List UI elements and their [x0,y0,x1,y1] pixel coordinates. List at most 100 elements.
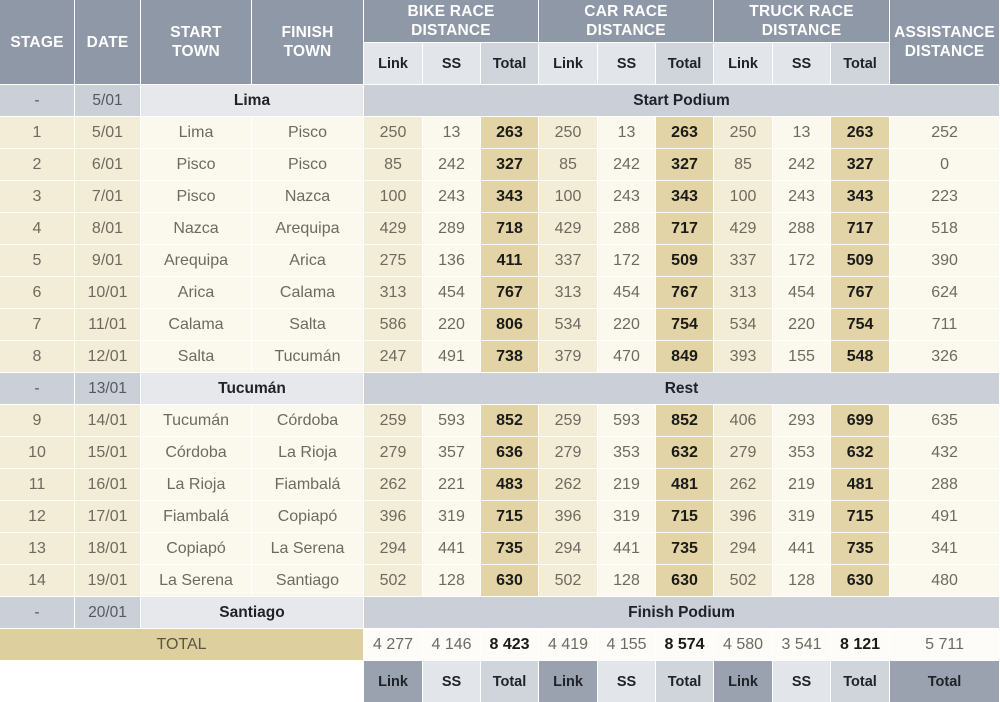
truck-ss: 288 [773,213,832,245]
footer-bike-ss: SS [423,661,481,702]
stage-finish-town: Fiambalá [252,469,364,501]
total-row: TOTAL 4 277 4 146 8 423 4 419 4 155 8 574 4 580… [0,629,1000,661]
truck-link: 262 [714,469,774,501]
table-row: 2 6/01 Pisco Pisco 85 242 327 85 242 327 85 242 327 0 [0,149,1000,181]
car-ss: 242 [598,149,657,181]
assistance-distance: 711 [890,309,1000,341]
car-link: 262 [539,469,599,501]
bike-ss: 357 [423,437,481,469]
bike-link: 262 [364,469,423,501]
bike-link: 259 [364,405,423,437]
table-row: 6 10/01 Arica Calama 313 454 767 313 454 767 313 45… [0,277,1000,309]
truck-link: 502 [714,565,774,597]
truck-total: 699 [831,405,891,437]
car-link: 279 [539,437,599,469]
bike-total: 806 [481,309,540,341]
truck-ss: 128 [773,565,832,597]
car-grand-total: 8 574 [656,629,715,661]
car-ss: 319 [598,501,657,533]
assistance-distance: 252 [890,117,1000,149]
footer-car-ss: SS [598,661,657,702]
special-stage: - [0,85,75,117]
special-town: Lima [141,85,364,117]
assistance-distance: 432 [890,437,1000,469]
bike-total: 263 [481,117,540,149]
assistance-distance: 480 [890,565,1000,597]
footer-truck-total: Total [831,661,891,702]
assistance-distance: 0 [890,149,1000,181]
truck-total: 509 [831,245,891,277]
truck-link: 337 [714,245,774,277]
car-ss: 593 [598,405,657,437]
bike-ss: 491 [423,341,481,373]
car-link: 250 [539,117,599,149]
bike-ss: 593 [423,405,481,437]
stage-start-town: Pisco [141,181,252,213]
stage-number: 10 [0,437,75,469]
assistance-distance: 635 [890,405,1000,437]
truck-total: 717 [831,213,891,245]
truck-total: 263 [831,117,891,149]
truck-grand-total: 8 121 [831,629,891,661]
car-link: 294 [539,533,599,565]
stage-start-town: Copiapó [141,533,252,565]
special-date: 5/01 [75,85,141,117]
stage-number: 3 [0,181,75,213]
stage-date: 9/01 [75,245,141,277]
special-stage: - [0,597,75,629]
bike-ss: 128 [423,565,481,597]
car-ss: 454 [598,277,657,309]
bike-total: 738 [481,341,540,373]
bike-ss: 319 [423,501,481,533]
header-truck-ss: SS [773,43,832,85]
truck-ss: 319 [773,501,832,533]
stage-finish-town: Córdoba [252,405,364,437]
car-ss: 353 [598,437,657,469]
header-car-ss: SS [598,43,657,85]
special-date: 20/01 [75,597,141,629]
table-row: 3 7/01 Pisco Nazca 100 243 343 100 243 343 100 243 3… [0,181,1000,213]
footer-car-total: Total [656,661,715,702]
bike-link: 586 [364,309,423,341]
stage-number: 13 [0,533,75,565]
header-assistance: ASSISTANCE DISTANCE [890,0,1000,85]
stage-number: 4 [0,213,75,245]
truck-ss: 155 [773,341,832,373]
stage-start-town: La Serena [141,565,252,597]
special-row-start: -5/01 Lima Start Podium [0,85,1000,117]
car-total: 509 [656,245,715,277]
table-row: 4 8/01 Nazca Arequipa 429 289 718 429 288 717 429 2… [0,213,1000,245]
bike-total: 630 [481,565,540,597]
truck-link: 100 [714,181,774,213]
stage-date: 18/01 [75,533,141,565]
bike-link: 250 [364,117,423,149]
table-row: 12 17/01 Fiambalá Copiapó 396 319 715 396 319 715… [0,501,1000,533]
truck-ss: 353 [773,437,832,469]
stage-number: 12 [0,501,75,533]
car-total: 343 [656,181,715,213]
truck-link: 85 [714,149,774,181]
car-link: 379 [539,341,599,373]
stage-start-town: Nazca [141,213,252,245]
special-town: Tucumán [141,373,364,405]
bike-total: 715 [481,501,540,533]
bike-total: 735 [481,533,540,565]
stage-number: 1 [0,117,75,149]
stage-finish-town: Pisco [252,149,364,181]
assistance-distance: 624 [890,277,1000,309]
car-ss: 243 [598,181,657,213]
footer-bike-link: Link [364,661,423,702]
bike-total: 343 [481,181,540,213]
car-link: 100 [539,181,599,213]
bike-ss-total: 4 146 [423,629,481,661]
table-body: -5/01 Lima Start Podium 1 5/01 Lima Pisco 250 13… [0,85,1000,661]
stage-number: 8 [0,341,75,373]
truck-total: 481 [831,469,891,501]
truck-link: 294 [714,533,774,565]
footer-truck-ss: SS [773,661,832,702]
stage-number: 2 [0,149,75,181]
truck-ss: 242 [773,149,832,181]
bike-link-total: 4 277 [364,629,423,661]
table-row: 7 11/01 Calama Salta 586 220 806 534 220 754 534 22… [0,309,1000,341]
bike-link: 396 [364,501,423,533]
